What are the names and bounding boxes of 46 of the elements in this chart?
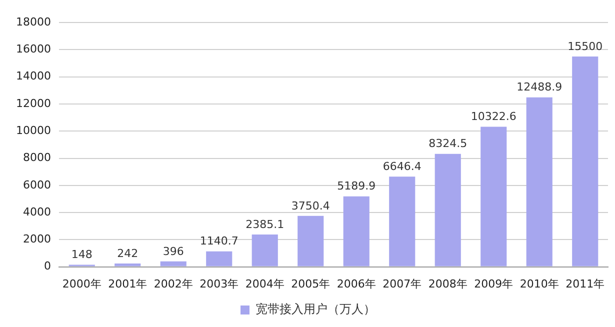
- y-tick-label: 18000: [16, 15, 51, 28]
- x-tick-label: 2009年: [474, 277, 514, 290]
- bar: [160, 261, 186, 266]
- legend-label: 宽带接入用户（万人）: [256, 302, 376, 316]
- data-label: 148: [71, 248, 92, 262]
- y-tick-label: 4000: [22, 205, 51, 218]
- x-tick-label: 2008年: [428, 277, 468, 290]
- data-label: 8324.5: [428, 137, 468, 150]
- bar: [434, 154, 461, 266]
- data-label: 5189.9: [337, 180, 376, 193]
- x-tick-label: 2005年: [291, 277, 330, 290]
- data-label: 15500: [568, 40, 603, 53]
- y-tick-label: 10000: [16, 124, 51, 137]
- bar: [252, 234, 278, 266]
- x-tick-label: 2007年: [382, 277, 422, 290]
- data-label: 1140.7: [200, 234, 238, 248]
- y-tick-label: 6000: [22, 178, 51, 192]
- bar: [114, 264, 141, 266]
- bar: [206, 251, 232, 266]
- x-tick-label: 2010年: [520, 277, 559, 290]
- data-label: 396: [162, 244, 184, 258]
- data-label: 6646.4: [382, 160, 422, 173]
- x-tick-label: 2000年: [62, 277, 102, 290]
- bar: [298, 216, 324, 266]
- data-label: 242: [117, 246, 138, 260]
- x-tick-label: 2004年: [245, 277, 284, 290]
- x-tick-label: 2006年: [336, 277, 376, 290]
- x-tick-label: 2011年: [566, 277, 605, 290]
- x-tick-label: 2001年: [108, 277, 148, 290]
- x-tick-label: 2002年: [154, 277, 193, 290]
- bar: [572, 56, 598, 266]
- y-tick-label: 14000: [16, 70, 51, 83]
- data-label: 2385.1: [246, 218, 284, 231]
- y-tick-label: 8000: [22, 151, 51, 164]
- x-tick-label: 2003年: [200, 277, 239, 290]
- bar: [389, 176, 416, 266]
- data-label: 12488.9: [516, 80, 562, 94]
- bar: [526, 97, 552, 266]
- bar: [480, 126, 507, 266]
- y-tick-label: 2000: [22, 232, 51, 246]
- y-tick-label: 0: [44, 260, 51, 273]
- y-tick-label: 16000: [16, 42, 51, 56]
- data-label: 10322.6: [470, 110, 516, 124]
- data-label: 3750.4: [291, 199, 330, 212]
- y-tick-label: 12000: [16, 96, 51, 110]
- bar: [343, 196, 370, 266]
